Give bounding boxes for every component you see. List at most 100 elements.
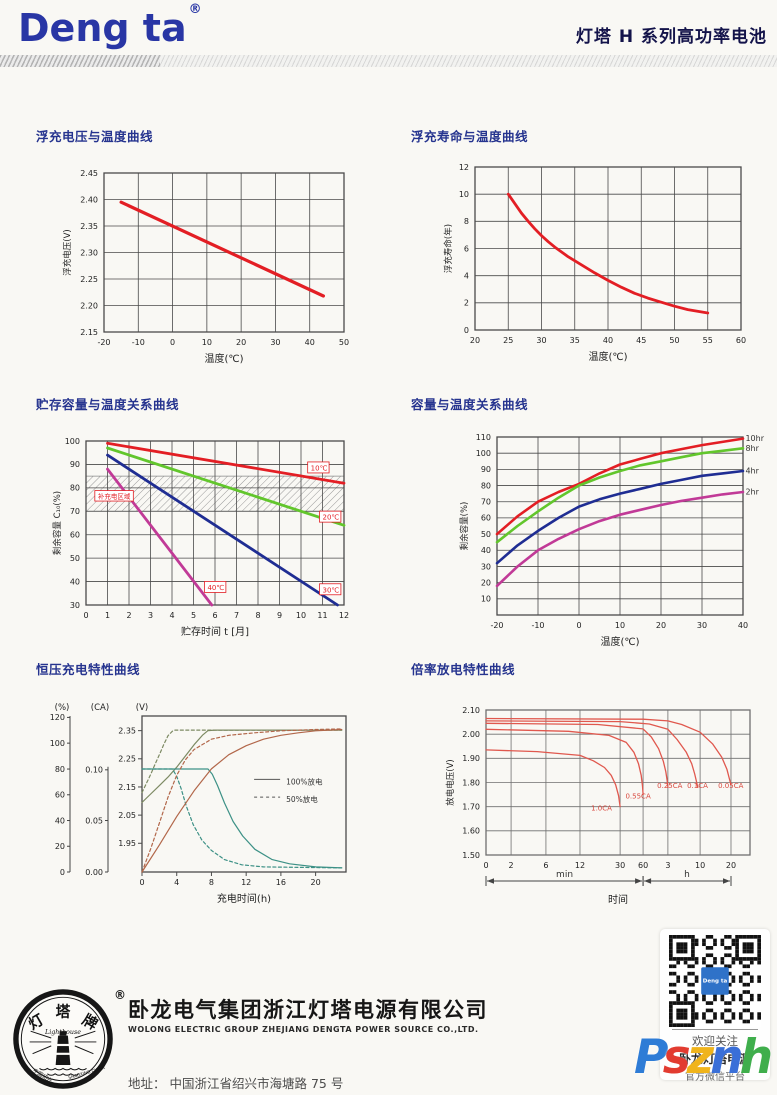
svg-text:7: 7 bbox=[234, 611, 239, 620]
svg-text:20: 20 bbox=[726, 861, 736, 870]
svg-text:60: 60 bbox=[481, 514, 491, 523]
svg-text:6: 6 bbox=[464, 244, 469, 253]
svg-text:10hr: 10hr bbox=[745, 434, 764, 443]
svg-text:4: 4 bbox=[464, 271, 469, 280]
svg-text:补充电区域: 补充电区域 bbox=[98, 492, 131, 501]
svg-text:40: 40 bbox=[738, 621, 748, 630]
svg-text:1.70: 1.70 bbox=[462, 802, 480, 811]
constant-voltage-charge-plot: 0 4 8 12 16 20 1.95 2.05 2.15 2.25 2.35 (V) 0.00 0.05… bbox=[50, 703, 347, 905]
svg-text:60: 60 bbox=[70, 531, 80, 540]
lighthouse-logo: 灯 塔 牌 Lighthouse 中国绍兴 SHAOXING CHINA bbox=[13, 989, 113, 1089]
registered-mark: ® bbox=[188, 2, 202, 18]
svg-text:100: 100 bbox=[50, 739, 65, 748]
svg-text:-10: -10 bbox=[132, 338, 145, 347]
svg-text:40: 40 bbox=[603, 336, 613, 345]
svg-text:2.15: 2.15 bbox=[118, 783, 136, 792]
svg-text:90: 90 bbox=[70, 460, 80, 469]
chart-title: 倍率放电特性曲线 bbox=[411, 662, 516, 677]
svg-text:60: 60 bbox=[736, 336, 746, 345]
qr-account-name: 卧龙灯塔电源 bbox=[678, 1052, 751, 1066]
svg-text:0: 0 bbox=[483, 861, 488, 870]
svg-text:30℃: 30℃ bbox=[323, 586, 340, 594]
svg-text:10: 10 bbox=[202, 338, 212, 347]
svg-text:2.35: 2.35 bbox=[118, 726, 136, 735]
svg-text:-20: -20 bbox=[490, 621, 503, 630]
svg-text:10: 10 bbox=[459, 190, 469, 199]
svg-text:8: 8 bbox=[209, 878, 214, 887]
svg-text:20: 20 bbox=[55, 842, 65, 851]
lighthouse-tower bbox=[55, 1035, 71, 1065]
svg-text:时间: 时间 bbox=[608, 893, 628, 906]
svg-text:1.50: 1.50 bbox=[462, 851, 480, 860]
svg-text:0.55CA: 0.55CA bbox=[625, 792, 650, 800]
registered-mark: ® bbox=[114, 988, 126, 1002]
svg-text:0.00: 0.00 bbox=[85, 868, 103, 877]
svg-text:0: 0 bbox=[83, 611, 88, 620]
svg-text:2.05: 2.05 bbox=[118, 811, 136, 820]
contact-info: 地址： 中国浙江省绍兴市海塘路 75 号 电话： 400-826 0522 +8… bbox=[128, 1040, 580, 1095]
svg-text:100: 100 bbox=[65, 437, 80, 446]
svg-text:温度(℃): 温度(℃) bbox=[600, 635, 639, 648]
svg-text:浮充寿命(年): 浮充寿命(年) bbox=[443, 224, 454, 273]
svg-text:6: 6 bbox=[543, 861, 548, 870]
svg-text:剩余容量 C₁₀(%): 剩余容量 C₁₀(%) bbox=[52, 491, 63, 555]
svg-text:30: 30 bbox=[481, 562, 491, 571]
svg-text:浮充电压(V): 浮充电压(V) bbox=[62, 229, 73, 275]
svg-text:0.05CA: 0.05CA bbox=[718, 782, 743, 790]
chart-capacity-temperature: 容量与温度关系曲线 -20 -10 0 10 20 30 40 10 20 30 40 50 60 70 8… bbox=[411, 394, 777, 667]
chart-title: 恒压充电特性曲线 bbox=[36, 662, 141, 677]
svg-text:1.80: 1.80 bbox=[462, 778, 480, 787]
svg-text:35: 35 bbox=[570, 336, 580, 345]
chart-title: 浮充寿命与温度曲线 bbox=[411, 129, 529, 144]
svg-text:30: 30 bbox=[270, 338, 280, 347]
company-name-cn: 卧龙电气集团浙江灯塔电源有限公司 bbox=[128, 998, 488, 1022]
chart-float-life: 浮充寿命与温度曲线 20 25 30 35 40 45 50 55 60 0 2 4 6 8 10 12 温度(… bbox=[411, 126, 757, 386]
svg-text:1: 1 bbox=[105, 611, 110, 620]
svg-text:40: 40 bbox=[70, 577, 80, 586]
chart-title: 容量与温度关系曲线 bbox=[411, 397, 529, 412]
chart-title: 贮存容量与温度关系曲线 bbox=[36, 397, 180, 412]
badge-char: 塔 bbox=[56, 1002, 71, 1020]
svg-text:-20: -20 bbox=[97, 338, 110, 347]
svg-text:90: 90 bbox=[481, 465, 491, 474]
svg-text:Deng ta: Deng ta bbox=[703, 978, 728, 984]
svg-text:1.0CA: 1.0CA bbox=[591, 804, 612, 812]
svg-text:温度(℃): 温度(℃) bbox=[588, 350, 627, 363]
svg-text:2.25: 2.25 bbox=[118, 755, 136, 764]
svg-text:4hr: 4hr bbox=[745, 466, 759, 475]
svg-text:30: 30 bbox=[536, 336, 546, 345]
svg-text:0: 0 bbox=[139, 878, 144, 887]
svg-text:2.00: 2.00 bbox=[462, 730, 480, 739]
svg-text:0: 0 bbox=[60, 868, 65, 877]
lighthouse-lamp bbox=[59, 1031, 67, 1036]
svg-text:8hr: 8hr bbox=[745, 444, 759, 453]
svg-text:20: 20 bbox=[311, 878, 321, 887]
svg-text:2: 2 bbox=[126, 611, 131, 620]
svg-text:50%放电: 50%放电 bbox=[286, 794, 318, 804]
qr-follow-text: 欢迎关注 bbox=[692, 1034, 738, 1048]
svg-text:1.60: 1.60 bbox=[462, 827, 480, 836]
svg-text:50: 50 bbox=[481, 530, 491, 539]
svg-text:0.1CA: 0.1CA bbox=[687, 782, 708, 790]
svg-text:3: 3 bbox=[665, 861, 670, 870]
svg-text:0.25CA: 0.25CA bbox=[657, 782, 682, 790]
svg-text:0: 0 bbox=[170, 338, 175, 347]
svg-text:9: 9 bbox=[277, 611, 282, 620]
company-block: 卧龙电气集团浙江灯塔电源有限公司 WOLONG ELECTRIC GROUP Z… bbox=[128, 994, 488, 1034]
watermark: Psznh bbox=[634, 1030, 773, 1085]
svg-text:80: 80 bbox=[70, 484, 80, 493]
svg-text:1.95: 1.95 bbox=[118, 839, 136, 848]
qr-sub-text: 官方微信平台 bbox=[685, 1072, 745, 1083]
svg-text:h: h bbox=[684, 870, 690, 880]
svg-text:40: 40 bbox=[55, 816, 65, 825]
watermark-letter: n bbox=[710, 1030, 744, 1085]
svg-text:2.40: 2.40 bbox=[80, 195, 98, 204]
brand-text: Deng ta bbox=[18, 6, 187, 50]
svg-text:2.45: 2.45 bbox=[80, 169, 98, 178]
qr-code: Deng ta bbox=[669, 935, 761, 1027]
svg-text:-10: -10 bbox=[531, 621, 544, 630]
company-name-en: WOLONG ELECTRIC GROUP ZHEJIANG DENGTA PO… bbox=[128, 1025, 479, 1034]
svg-text:10: 10 bbox=[481, 595, 491, 604]
chart-rate-discharge: 倍率放电特性曲线 0 2 6 12 30 60 3 10 20 1.50 1.60 1.70 1.80 1… bbox=[411, 659, 769, 932]
